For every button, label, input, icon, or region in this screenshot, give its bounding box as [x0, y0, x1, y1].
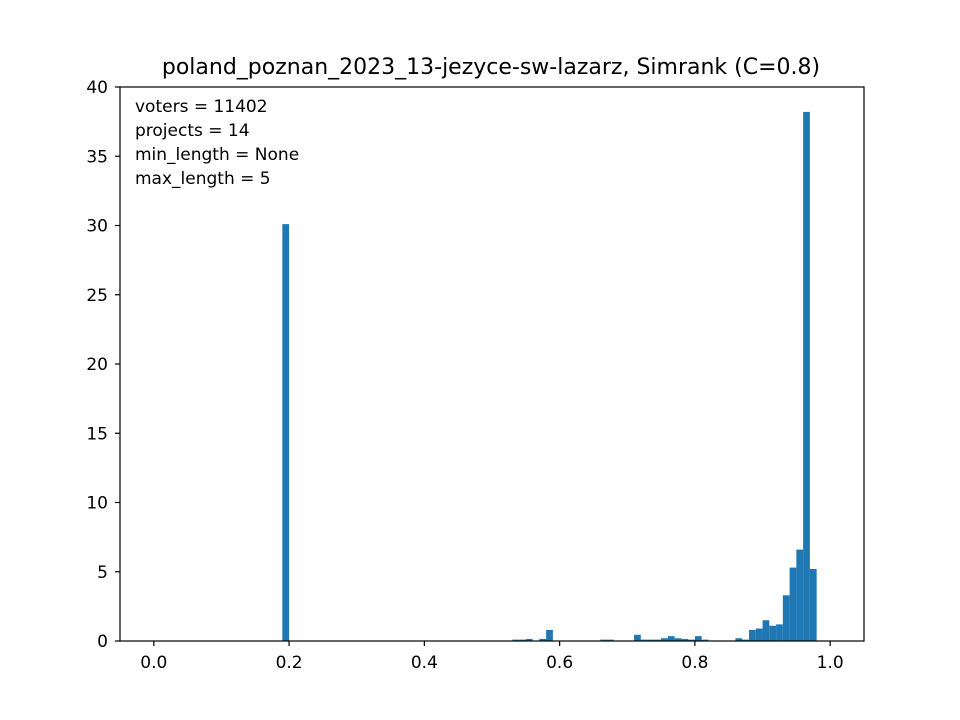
histogram-bar-4 [539, 638, 547, 641]
histogram-bar-23 [762, 620, 770, 641]
x-tick-label: 0.6 [546, 653, 573, 673]
x-tick-label: 0.4 [411, 653, 438, 673]
histogram-bar-5 [546, 629, 553, 641]
histogram-bar-18 [701, 639, 709, 641]
histogram-bar-22 [755, 628, 763, 641]
histogram-bar-24 [769, 625, 777, 641]
stats-annotation: voters = 11402 projects = 14 min_length … [135, 97, 299, 189]
histogram-bar-13 [667, 636, 675, 641]
histogram-bar-12 [661, 638, 668, 641]
histogram-bar-9 [640, 639, 648, 641]
histogram-bar-20 [742, 639, 750, 641]
histogram-bar-6 [600, 639, 607, 641]
histogram-bar-10 [647, 639, 655, 641]
histogram-bar-15 [681, 638, 689, 641]
histogram-bar-25 [776, 624, 783, 641]
histogram-bars [282, 111, 817, 642]
histogram-bar-21 [749, 629, 756, 641]
histogram-bar-16 [688, 639, 695, 641]
y-tick-label: 25 [86, 286, 108, 306]
histogram-bar-0 [282, 224, 290, 642]
y-tick-label: 35 [86, 147, 108, 167]
y-tick-label: 20 [86, 355, 108, 375]
x-tick-label: 1.0 [817, 653, 844, 673]
histogram-bar-30 [809, 568, 817, 641]
histogram-bar-17 [694, 636, 702, 641]
x-axis: 0.0 0.2 0.4 0.6 0.8 1.0 [140, 641, 844, 673]
histogram-bar-29 [803, 111, 810, 642]
annotation-voters: voters = 11402 [135, 97, 268, 117]
y-tick-label: 40 [86, 78, 108, 98]
y-tick-label: 30 [86, 217, 108, 237]
x-tick-label: 0.2 [276, 653, 303, 673]
histogram-bar-14 [674, 638, 682, 641]
x-tick-label: 0.8 [681, 653, 708, 673]
histogram-bar-11 [654, 639, 662, 641]
annotation-min-length: min_length = None [135, 145, 299, 165]
histogram-bar-28 [796, 549, 804, 641]
histogram-bar-8 [634, 634, 641, 641]
histogram-bar-1 [512, 639, 520, 641]
histogram-bar-26 [782, 595, 790, 641]
x-tick-label: 0.0 [140, 653, 167, 673]
y-tick-label: 10 [86, 494, 108, 514]
y-tick-label: 15 [86, 424, 108, 444]
histogram-bar-19 [735, 638, 743, 641]
histogram-bar-2 [519, 639, 526, 641]
plot-frame [119, 86, 865, 642]
histogram-bar-27 [789, 567, 797, 641]
annotation-max-length: max_length = 5 [135, 169, 271, 189]
chart-title: poland_poznan_2023_13-jezyce-sw-lazarz, … [162, 55, 820, 80]
histogram-bar-3 [525, 638, 533, 641]
y-tick-label: 5 [97, 563, 108, 583]
y-tick-label: 0 [97, 632, 108, 652]
histogram-bar-7 [606, 639, 614, 641]
y-axis: 0 5 10 15 20 25 30 35 40 [86, 78, 120, 652]
annotation-projects: projects = 14 [135, 121, 250, 141]
